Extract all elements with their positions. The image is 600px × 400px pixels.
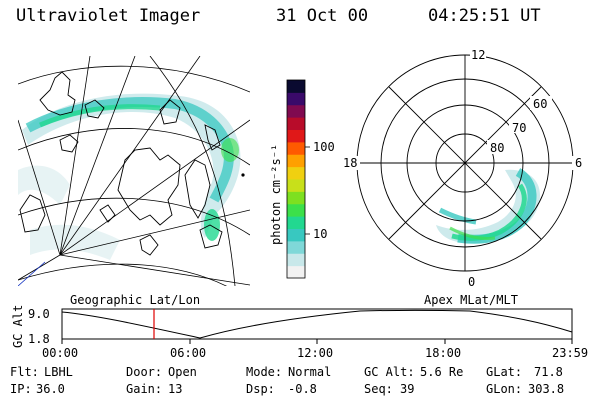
mlt-label-12: 12 [471, 48, 485, 62]
ip-label: IP: [10, 382, 32, 396]
colorbar-cell [287, 117, 305, 130]
dsp-value: -0.8 [288, 382, 317, 396]
geographic-map-label: Geographic Lat/Lon [70, 293, 200, 307]
colorbar-cell [287, 253, 305, 267]
glon-label: GLon: [486, 382, 522, 396]
page-title: Ultraviolet Imager [16, 6, 201, 26]
gain-value: 13 [168, 382, 182, 396]
colorbar-cell [287, 216, 305, 229]
mlt-label-0: 0 [468, 275, 475, 289]
gain-label: Gain: [126, 382, 162, 396]
mlat-label-70: 70 [512, 121, 526, 135]
info-panel: Flt: LBHL IP: 36.0 Door: Open Gain: 13 M… [10, 365, 564, 396]
dsp-label: Dsp: [246, 382, 275, 396]
colorbar-cell [287, 141, 305, 155]
colorbar-cell [287, 154, 305, 168]
altitude-xtick-1: 06:00 [170, 346, 206, 360]
colorbar-tick-100: 100 [313, 140, 335, 154]
mode-label: Mode: [246, 365, 282, 379]
mode-value: Normal [288, 365, 331, 379]
flt-label: Flt: [10, 365, 39, 379]
altitude-ytick-max: 9.0 [28, 307, 50, 321]
colorbar-cell [287, 80, 305, 93]
mlt-label-6: 6 [575, 156, 582, 170]
colorbar-unit-label: photon cm⁻²s⁻¹ [269, 144, 283, 245]
altitude-curve [61, 309, 573, 339]
colorbar-cell [287, 265, 305, 279]
colorbar-cell [287, 129, 305, 143]
seq-label: Seq: [364, 382, 393, 396]
colorbar-cell [287, 104, 305, 118]
altitude-plot: GC Alt 9.0 1.8 00:00 06:00 12:00 18:00 2… [11, 305, 588, 360]
door-value: Open [168, 365, 197, 379]
altitude-ylabel: GC Alt [11, 305, 25, 348]
ip-value: 36.0 [36, 382, 65, 396]
colorbar-tick-10: 10 [313, 227, 327, 241]
seq-value: 39 [400, 382, 414, 396]
glat-label: GLat: [486, 365, 522, 379]
gcalt-value: 5.6 Re [420, 365, 463, 379]
colorbar-cell [287, 191, 305, 205]
colorbar-cell [287, 179, 305, 192]
aurora-oval-geo [18, 93, 241, 260]
colorbar: 100 10 photon cm⁻²s⁻¹ [269, 79, 335, 279]
date-label: 31 Oct 00 [276, 6, 369, 26]
mlat-label-80: 80 [490, 141, 504, 155]
geographic-map [18, 56, 250, 286]
glon-value: 303.8 [528, 382, 564, 396]
mlat-label-60: 60 [533, 97, 547, 111]
glat-value: 71.8 [534, 365, 563, 379]
flt-value: LBHL [44, 365, 73, 379]
altitude-xtick-0: 00:00 [42, 346, 78, 360]
door-label: Door: [126, 365, 162, 379]
polar-plot: 12 18 6 0 60 70 80 [340, 48, 586, 289]
altitude-xtick-4: 23:59 [552, 346, 588, 360]
colorbar-cell [287, 228, 305, 242]
colorbar-cell [287, 92, 305, 106]
aurora-oval-polar [436, 168, 540, 244]
altitude-ytick-min: 1.8 [28, 332, 50, 346]
altitude-xtick-3: 18:00 [425, 346, 461, 360]
colorbar-cell [287, 166, 305, 180]
gcalt-label: GC Alt: [364, 365, 415, 379]
geo-grid [18, 56, 250, 286]
colorbar-cell [287, 240, 305, 254]
time-label: 04:25:51 UT [428, 6, 541, 26]
colorbar-cell [287, 203, 305, 217]
altitude-xtick-2: 12:00 [297, 346, 333, 360]
apex-map-label: Apex MLat/MLT [424, 293, 518, 307]
mlt-label-18: 18 [343, 156, 357, 170]
